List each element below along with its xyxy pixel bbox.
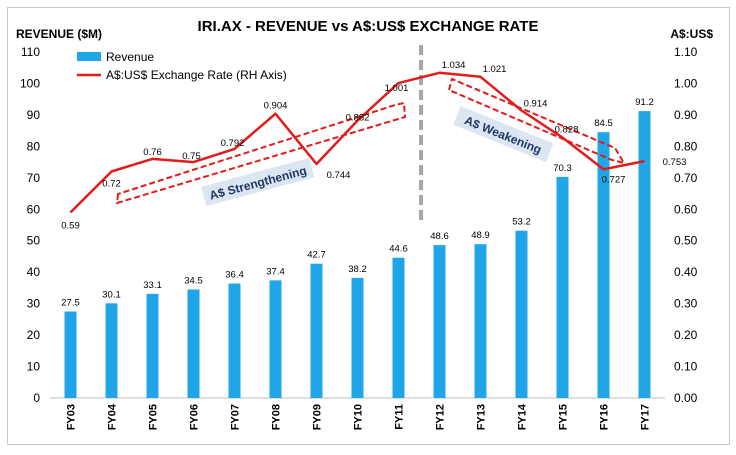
revenue-data-label: 34.5 bbox=[184, 275, 203, 286]
revenue-bar bbox=[146, 293, 159, 398]
y-tick-right: 0.00 bbox=[674, 391, 698, 405]
y-tick-left: 110 bbox=[21, 45, 40, 59]
exchange-rate-data-label: 0.75 bbox=[182, 151, 201, 162]
x-tick-label: FY15 bbox=[558, 404, 570, 430]
revenue-bar bbox=[392, 257, 405, 398]
revenue-data-label: 37.4 bbox=[266, 266, 285, 277]
y-tick-left: 20 bbox=[27, 328, 41, 342]
exchange-rate-data-label: 0.904 bbox=[264, 101, 288, 112]
y-tick-right: 0.80 bbox=[674, 139, 698, 153]
y-tick-right: 0.70 bbox=[674, 171, 698, 185]
exchange-rate-data-label: 0.727 bbox=[602, 174, 626, 185]
exchange-rate-data-label: 0.744 bbox=[327, 170, 351, 181]
x-tick-label: FY10 bbox=[353, 404, 365, 430]
weakening-arrow bbox=[447, 77, 627, 165]
legend-label-revenue: Revenue bbox=[106, 50, 154, 64]
exchange-rate-data-label: 1.021 bbox=[483, 64, 507, 75]
y-axis-left-title: REVENUE ($M) bbox=[16, 27, 102, 41]
revenue-data-label: 91.2 bbox=[635, 97, 654, 108]
revenue-data-label: 44.6 bbox=[389, 244, 408, 255]
revenue-bar bbox=[474, 244, 487, 398]
revenue-data-label: 36.4 bbox=[225, 270, 244, 281]
exchange-rate-line bbox=[69, 71, 645, 214]
annotation-strengthening: A$ Strengthening bbox=[201, 157, 315, 207]
y-tick-right: 1.00 bbox=[674, 76, 698, 90]
revenue-data-label: 30.1 bbox=[102, 289, 121, 300]
y-tick-right: 0.40 bbox=[674, 265, 698, 279]
annotation-box bbox=[201, 157, 315, 207]
legend-swatch-revenue bbox=[77, 52, 101, 61]
chart-title: IRI.AX - REVENUE vs A$:US$ EXCHANGE RATE bbox=[198, 18, 539, 35]
revenue-bar bbox=[433, 245, 446, 398]
exchange-rate-data-label: 0.753 bbox=[663, 157, 687, 168]
exchange-rate-data-label: 0.792 bbox=[221, 138, 245, 149]
revenue-data-label: 33.1 bbox=[143, 280, 162, 291]
x-tick-label: FY13 bbox=[476, 404, 488, 430]
exchange-rate-data-label: 0.914 bbox=[524, 99, 548, 110]
y-tick-left: 30 bbox=[27, 297, 41, 311]
strengthening-arrow bbox=[115, 101, 407, 205]
y-tick-left: 100 bbox=[20, 76, 40, 90]
exchange-rate-data-label: 0.76 bbox=[143, 147, 162, 158]
revenue-bar bbox=[269, 280, 282, 398]
revenue-data-label: 27.5 bbox=[61, 298, 80, 309]
revenue-bar bbox=[638, 111, 651, 398]
revenue-bar bbox=[597, 132, 610, 398]
x-tick-label: FY06 bbox=[189, 404, 201, 430]
revenue-data-label: 53.2 bbox=[512, 217, 531, 228]
y-tick-right: 0.60 bbox=[674, 202, 698, 216]
revenue-bar bbox=[351, 277, 364, 398]
revenue-bar bbox=[64, 311, 77, 398]
exchange-rate-data-label: 1.001 bbox=[385, 83, 409, 94]
annotation-weakening: A$ Weakening bbox=[453, 106, 554, 163]
y-tick-right: 0.90 bbox=[674, 108, 698, 122]
revenue-bar bbox=[556, 176, 569, 398]
revenue-data-label: 70.3 bbox=[553, 163, 572, 174]
y-tick-right: 0.20 bbox=[674, 328, 698, 342]
x-tick-label: FY04 bbox=[107, 403, 119, 430]
x-tick-label: FY09 bbox=[312, 404, 324, 430]
y-tick-left: 80 bbox=[27, 139, 41, 153]
y-tick-right: 0.10 bbox=[674, 360, 698, 374]
revenue-bar bbox=[228, 283, 241, 398]
revenue-bar bbox=[310, 263, 323, 398]
revenue-data-label: 48.9 bbox=[471, 230, 490, 241]
y-tick-left: 0 bbox=[33, 391, 40, 405]
annotation-box bbox=[453, 106, 554, 163]
y-tick-right: 0.50 bbox=[674, 234, 698, 248]
y-tick-right: 1.10 bbox=[674, 45, 698, 59]
y-tick-left: 40 bbox=[27, 265, 41, 279]
revenue-bar bbox=[515, 230, 528, 398]
exchange-rate-data-label: 0.72 bbox=[102, 179, 121, 190]
x-tick-label: FY05 bbox=[148, 404, 160, 430]
exchange-rate-data-label: 0.828 bbox=[555, 125, 579, 136]
legend-label-exchange-rate: A$:US$ Exchange Rate (RH Axis) bbox=[106, 68, 287, 82]
y-tick-left: 90 bbox=[27, 108, 41, 122]
revenue-data-label: 38.2 bbox=[348, 264, 367, 275]
x-tick-label: FY17 bbox=[640, 404, 652, 430]
revenue-data-label: 84.5 bbox=[594, 118, 613, 129]
y-tick-right: 0.30 bbox=[674, 297, 698, 311]
x-tick-label: FY16 bbox=[599, 404, 611, 430]
exchange-rate-data-label: 1.034 bbox=[442, 60, 466, 71]
revenue-data-label: 48.6 bbox=[430, 231, 449, 242]
x-tick-label: FY08 bbox=[271, 404, 283, 430]
y-tick-left: 70 bbox=[27, 171, 41, 185]
revenue-data-label: 42.7 bbox=[307, 250, 326, 261]
x-tick-label: FY07 bbox=[230, 404, 242, 430]
revenue-bar bbox=[105, 303, 118, 398]
y-tick-left: 60 bbox=[27, 202, 41, 216]
exchange-rate-data-label: 0.59 bbox=[61, 220, 80, 231]
exchange-rate-data-label: 0.882 bbox=[346, 113, 370, 124]
revenue-bar bbox=[187, 289, 200, 398]
y-tick-left: 10 bbox=[27, 360, 41, 374]
x-tick-label: FY14 bbox=[517, 403, 529, 430]
x-tick-label: FY12 bbox=[435, 404, 447, 430]
x-tick-label: FY11 bbox=[394, 404, 406, 430]
y-axis-right-title: A$:US$ bbox=[670, 27, 713, 41]
y-tick-left: 50 bbox=[27, 234, 41, 248]
x-tick-label: FY03 bbox=[66, 404, 78, 430]
